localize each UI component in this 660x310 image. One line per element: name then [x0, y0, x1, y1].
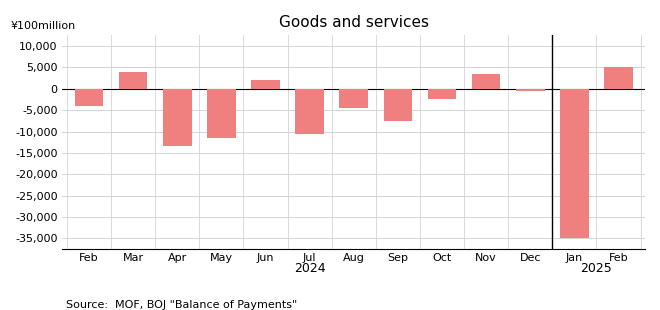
Text: 2024: 2024	[294, 262, 325, 275]
Bar	[472, 74, 500, 89]
Bar	[119, 72, 147, 89]
Title: Goods and services: Goods and services	[279, 15, 429, 30]
Bar	[383, 89, 412, 121]
Bar	[516, 89, 544, 91]
Text: ¥100million: ¥100million	[10, 21, 75, 31]
Bar	[604, 67, 633, 89]
Bar	[207, 89, 236, 138]
Bar	[251, 80, 280, 89]
Bar	[75, 89, 104, 106]
Text: Source:  MOF, BOJ "Balance of Payments": Source: MOF, BOJ "Balance of Payments"	[66, 300, 297, 310]
Bar	[163, 89, 191, 147]
Bar	[560, 89, 589, 238]
Bar	[295, 89, 324, 134]
Bar	[339, 89, 368, 108]
Bar	[428, 89, 456, 100]
Text: 2025: 2025	[581, 262, 612, 275]
